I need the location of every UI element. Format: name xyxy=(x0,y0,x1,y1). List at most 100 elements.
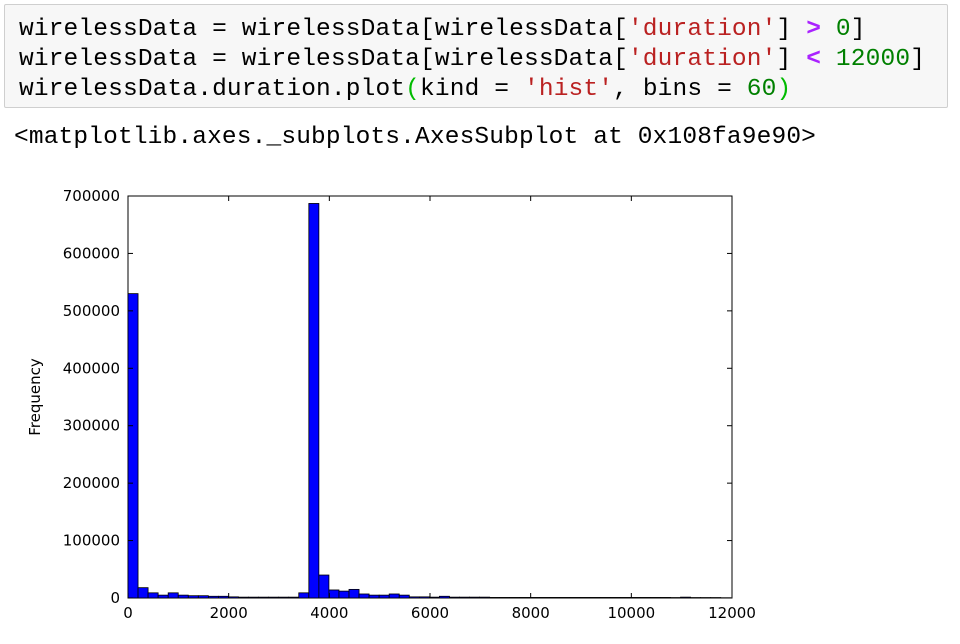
histogram-bar xyxy=(308,203,320,599)
histogram-bar xyxy=(549,597,561,599)
code-token: 60 xyxy=(746,76,777,103)
code-cell[interactable]: wirelessData = wirelessData[wirelessData… xyxy=(4,4,948,108)
code-line-3[interactable]: wirelessData.duration.plot(kind = 'hist'… xyxy=(19,75,791,105)
histogram-bar xyxy=(137,587,149,599)
y-tick-label: 100000 xyxy=(63,532,120,550)
code-token xyxy=(821,16,836,43)
x-tick-label: 10000 xyxy=(607,604,655,622)
x-tick-label: 8000 xyxy=(512,604,550,622)
histogram-bar xyxy=(489,597,501,599)
code-token: , bins = xyxy=(613,76,747,103)
y-tick-label: 700000 xyxy=(63,187,120,205)
code-token: ] xyxy=(776,46,807,73)
histogram-bar xyxy=(619,597,631,599)
histogram-bar xyxy=(298,592,310,599)
histogram-bar xyxy=(579,597,591,599)
histogram-bar xyxy=(479,596,491,599)
histogram-bar xyxy=(218,595,229,599)
histogram-bar xyxy=(649,597,661,599)
histogram-bar xyxy=(559,597,571,599)
histogram-bar xyxy=(248,596,259,599)
y-axis-label: Frequency xyxy=(26,358,44,436)
output-text: <matplotlib.axes._subplots.AxesSubplot a… xyxy=(14,124,817,151)
histogram-bar xyxy=(288,596,300,599)
histogram-bar xyxy=(459,596,470,599)
histogram-bar xyxy=(539,597,551,599)
x-tick-label: 6000 xyxy=(411,604,449,622)
code-token: ) xyxy=(776,76,792,103)
x-tick-label: 2000 xyxy=(210,604,248,622)
histogram-bar xyxy=(127,293,139,599)
bars-group xyxy=(127,203,732,599)
histogram-bar xyxy=(348,588,360,599)
y-tick-label: 400000 xyxy=(63,359,120,377)
y-tick-label: 200000 xyxy=(63,474,120,492)
code-token: 0 xyxy=(835,16,851,43)
histogram-bar xyxy=(338,590,350,599)
code-token: 12000 xyxy=(835,46,911,73)
histogram-bar xyxy=(318,574,330,599)
histogram-bar xyxy=(278,596,290,599)
histogram-bar xyxy=(499,597,511,599)
histogram-bar xyxy=(207,595,219,599)
plot-frame xyxy=(127,195,733,599)
histogram-bar xyxy=(449,596,460,599)
histogram-bar xyxy=(167,592,179,599)
histogram-bar xyxy=(328,589,340,599)
x-tick-label: 12000 xyxy=(708,604,756,622)
histogram-bar xyxy=(680,596,691,599)
code-token: 'duration' xyxy=(627,16,777,43)
histogram-bar xyxy=(599,597,611,599)
code-token: ] xyxy=(776,16,807,43)
histogram-bar xyxy=(388,593,400,599)
histogram-bar xyxy=(519,597,531,599)
histogram-bar xyxy=(368,594,380,599)
y-tick-label: 500000 xyxy=(63,302,120,320)
code-token: 'hist' xyxy=(524,76,614,103)
x-tick-label: 0 xyxy=(123,604,133,622)
code-token: kind = xyxy=(420,76,524,103)
histogram-plot: 0100000200000300000400000500000600000700… xyxy=(26,187,756,622)
histogram-bar xyxy=(398,594,410,599)
code-line-1[interactable]: wirelessData = wirelessData[wirelessData… xyxy=(19,15,866,45)
histogram-bar xyxy=(268,596,280,599)
ticks-group xyxy=(127,195,733,599)
code-line-2[interactable]: wirelessData = wirelessData[wirelessData… xyxy=(19,45,925,75)
histogram-bar xyxy=(177,594,189,599)
histogram-bar xyxy=(428,596,440,599)
histogram-bar xyxy=(157,594,169,599)
histogram-bar xyxy=(238,596,249,599)
code-token: > xyxy=(806,16,822,43)
code-token: ( xyxy=(405,76,421,103)
histogram-bar xyxy=(408,596,420,599)
code-token: 'duration' xyxy=(627,46,777,73)
y-tick-label: 600000 xyxy=(63,244,120,262)
x-tick-labels: 0 2000 4000 6000 8000 10000 12000 xyxy=(123,604,756,622)
histogram-bar xyxy=(418,596,430,599)
code-token: ] xyxy=(910,46,926,73)
code-token: ] xyxy=(850,16,866,43)
histogram-bar xyxy=(529,597,541,599)
histogram-bar xyxy=(228,596,239,599)
histogram-bar xyxy=(469,596,480,599)
histogram-bar xyxy=(569,597,581,599)
histogram-bar xyxy=(258,596,270,599)
histogram-bar xyxy=(197,595,209,599)
histogram-bar xyxy=(358,593,370,599)
histogram-bar xyxy=(147,592,159,599)
histogram-bar xyxy=(439,595,450,599)
y-tick-label: 0 xyxy=(110,589,120,607)
y-tick-label: 300000 xyxy=(63,417,120,435)
histogram-bar xyxy=(187,595,199,599)
y-tick-labels: 0 100000 200000 300000 400000 500000 600000 700… xyxy=(63,187,120,607)
histogram-bar xyxy=(609,597,621,599)
histogram-bar xyxy=(660,597,671,599)
histogram-bar xyxy=(589,597,601,599)
histogram-bar xyxy=(509,597,521,599)
code-token: wirelessData = wirelessData[wirelessData… xyxy=(19,46,628,73)
code-token: wirelessData = wirelessData[wirelessData… xyxy=(19,16,628,43)
code-token: < xyxy=(806,46,822,73)
x-tick-label: 4000 xyxy=(310,604,348,622)
code-token xyxy=(821,46,836,73)
histogram-bar xyxy=(639,597,651,599)
